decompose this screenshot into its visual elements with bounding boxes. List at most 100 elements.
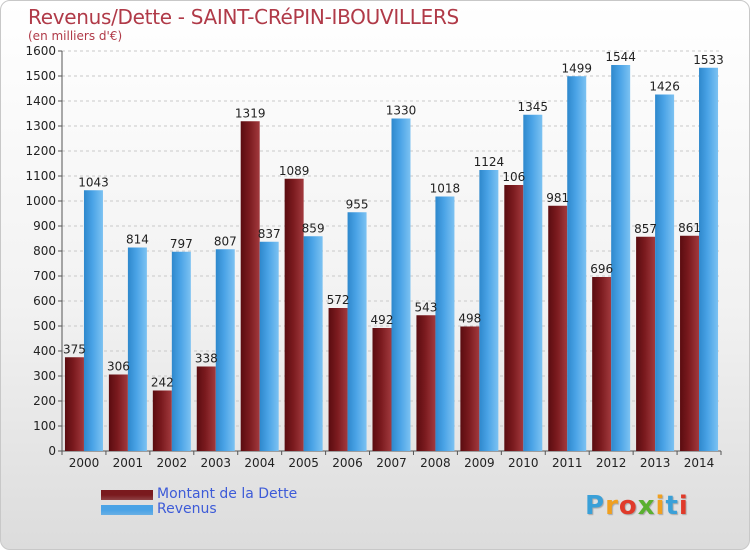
labels-layer: 2000 375 1043 2001 306 814 2002 242 797 2003 338 80… (63, 50, 724, 470)
x-tick-label: 2012 (596, 456, 627, 470)
revenue-value-label: 807 (214, 234, 237, 248)
revenue-bar (83, 190, 103, 451)
revenue-value-label: 1544 (605, 50, 636, 64)
y-tick-label: 300 (33, 369, 56, 383)
revenue-bar (171, 251, 191, 451)
logo-letter: t (665, 491, 679, 521)
logo-letter: r (605, 491, 619, 521)
debt-value-label: 498 (458, 312, 481, 326)
debt-bar (196, 366, 216, 451)
revenue-value-label: 837 (258, 227, 281, 241)
revenue-bar (391, 118, 411, 451)
x-tick-label: 2011 (552, 456, 583, 470)
revenue-bar (699, 67, 719, 451)
revenue-bar (435, 196, 455, 451)
debt-value-label: 861 (678, 221, 701, 235)
y-tick-label: 600 (33, 294, 56, 308)
debt-bar (108, 374, 128, 451)
y-tick-label: 1100 (25, 169, 56, 183)
revenue-bar (479, 170, 499, 451)
debt-value-label: 242 (151, 376, 174, 390)
debt-bar (680, 235, 700, 451)
x-tick-label: 2009 (464, 456, 495, 470)
x-tick-label: 2007 (376, 456, 407, 470)
debt-value-label: 572 (327, 293, 350, 307)
revenue-value-label: 1426 (649, 80, 680, 94)
logo-letter: P (585, 491, 606, 521)
revenue-value-label: 1018 (430, 182, 461, 196)
revenue-bar (655, 94, 675, 451)
revenue-bar (259, 241, 279, 451)
y-tick-label: 700 (33, 269, 56, 283)
revenue-value-label: 1499 (561, 61, 592, 75)
revenue-value-label: 797 (170, 237, 193, 251)
y-tick-label: 1500 (25, 69, 56, 83)
y-tick-label: 200 (33, 394, 56, 408)
x-tick-label: 2000 (69, 456, 100, 470)
revenue-bar (611, 65, 631, 451)
debt-bar (240, 121, 260, 451)
x-tick-label: 2010 (508, 456, 539, 470)
y-tick-label: 400 (33, 344, 56, 358)
revenue-bar (523, 114, 543, 451)
revenue-bar (215, 249, 235, 451)
y-tick-label: 1000 (25, 194, 56, 208)
debt-bar (328, 308, 348, 451)
debt-bar (592, 277, 612, 451)
revenue-value-label: 1330 (386, 104, 417, 118)
debt-value-label: 543 (414, 300, 437, 314)
logo-letter: o (618, 491, 638, 521)
debt-bar (64, 357, 84, 451)
revenue-bar (127, 247, 147, 451)
x-tick-label: 2005 (288, 456, 319, 470)
revenue-value-label: 1533 (693, 53, 724, 67)
legend-item-revenue: Revenus (101, 502, 297, 517)
y-tick-label: 100 (33, 419, 56, 433)
revenue-value-label: 814 (126, 233, 149, 247)
legend: Montant de la Dette Revenus (101, 487, 297, 517)
y-tick-label: 1600 (25, 44, 56, 58)
debt-bar (504, 185, 524, 451)
y-tick-label: 800 (33, 244, 56, 258)
debt-value-label: 1319 (235, 106, 266, 120)
y-tick-label: 1200 (25, 144, 56, 158)
debt-value-label: 375 (63, 342, 86, 356)
revenue-value-label: 955 (346, 197, 369, 211)
chart-title: Revenus/Dette - SAINT-CRéPIN-IBOUVILLERS (28, 5, 459, 29)
debt-value-label: 1089 (279, 164, 310, 178)
revenue-bar (347, 212, 367, 451)
debt-bar (372, 328, 392, 451)
y-tick-label: 900 (33, 219, 56, 233)
chart-subtitle: (en milliers d'€) (28, 29, 123, 43)
x-tick-label: 2001 (113, 456, 144, 470)
logo-letter: i (678, 491, 689, 521)
bars-layer (64, 65, 719, 451)
logo-letter: x (637, 491, 656, 521)
revenue-value-label: 1043 (78, 175, 109, 189)
debt-value-label: 981 (546, 191, 569, 205)
x-tick-label: 2002 (157, 456, 188, 470)
y-tick-label: 1400 (25, 94, 56, 108)
debt-value-label: 696 (590, 262, 613, 276)
legend-swatch-revenue (101, 504, 153, 515)
x-tick-label: 2003 (200, 456, 231, 470)
revenue-value-label: 859 (302, 221, 325, 235)
x-tick-label: 2014 (684, 456, 715, 470)
x-tick-label: 2013 (640, 456, 671, 470)
legend-label-revenue: Revenus (157, 501, 217, 517)
y-tick-label: 1300 (25, 119, 56, 133)
legend-swatch-debt (101, 489, 153, 500)
legend-item-debt: Montant de la Dette (101, 487, 297, 502)
x-tick-label: 2008 (420, 456, 451, 470)
debt-bar (636, 236, 656, 451)
revenue-value-label: 1345 (518, 100, 549, 114)
debt-bar (460, 326, 480, 451)
y-tick-label: 0 (48, 444, 56, 458)
debt-value-label: 106 (502, 170, 525, 184)
debt-bar (284, 178, 304, 451)
debt-value-label: 492 (371, 313, 394, 327)
debt-bar (548, 205, 568, 451)
debt-bar (152, 390, 172, 451)
